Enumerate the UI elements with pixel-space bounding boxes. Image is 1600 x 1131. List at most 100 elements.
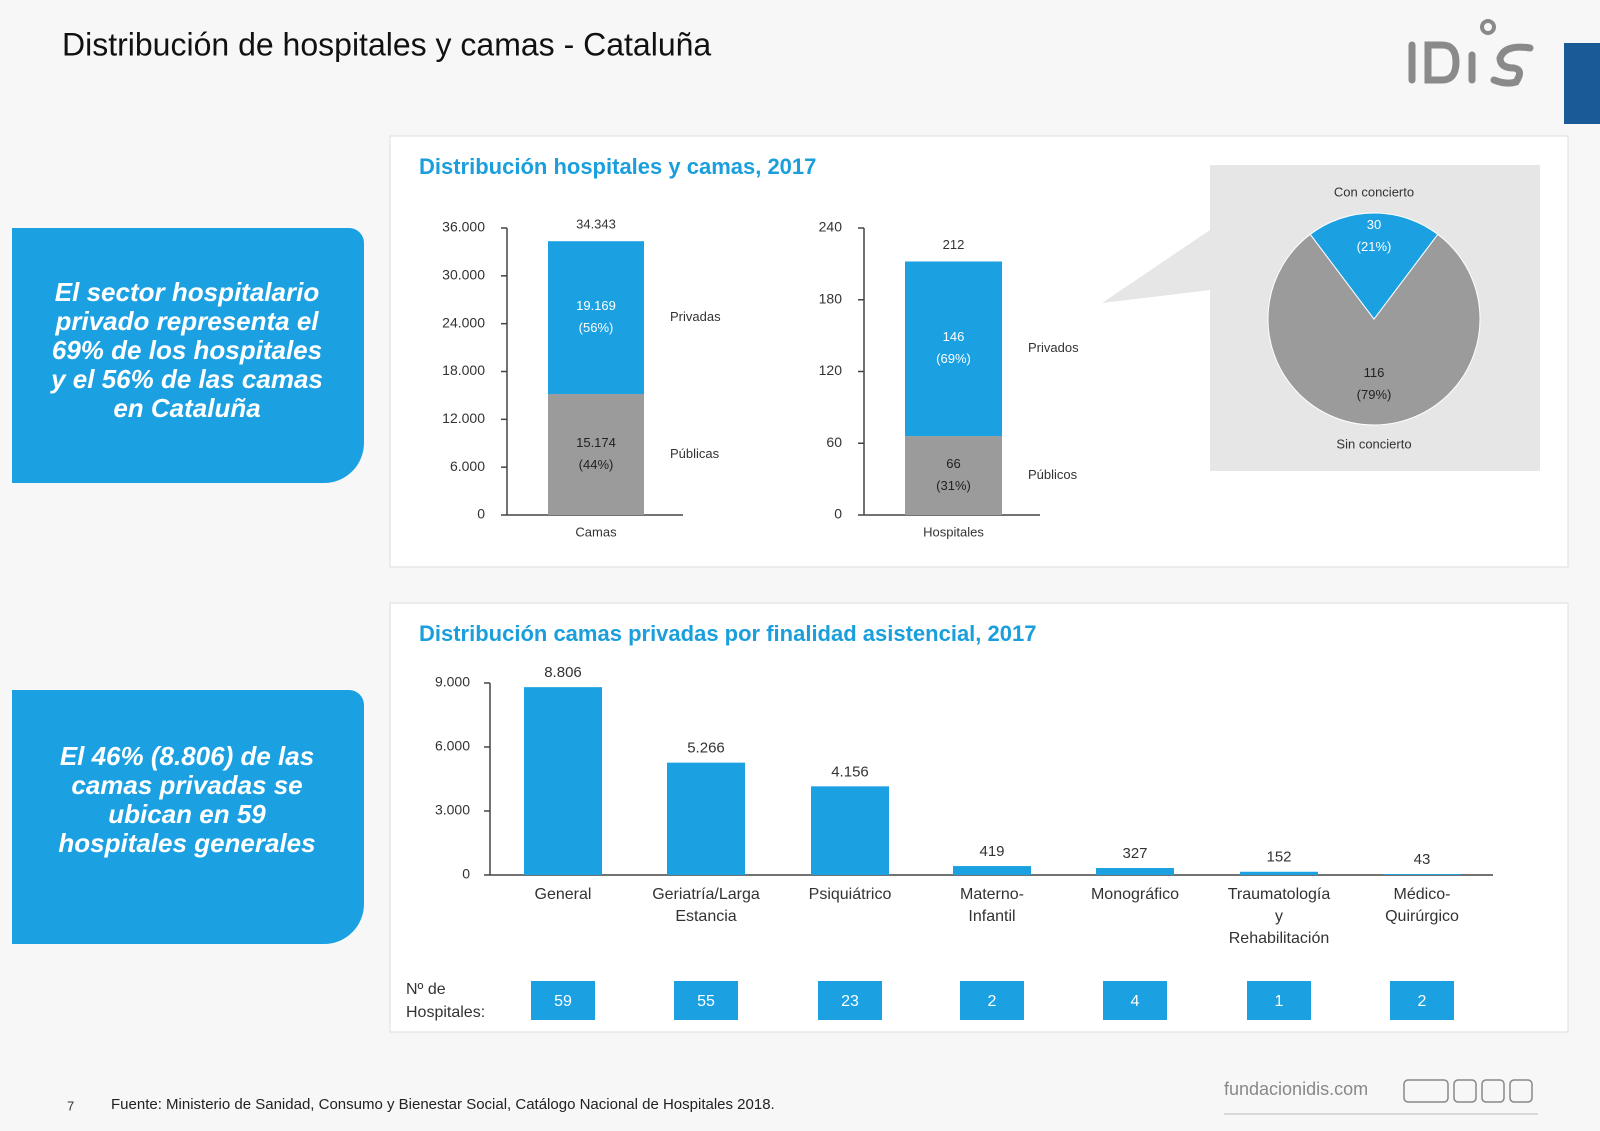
x-tick-label-line: General	[535, 886, 592, 903]
callout-text-line: El sector hospitalario	[55, 277, 320, 307]
count-box	[960, 981, 1024, 1020]
x-tick-label: Monográfico	[1091, 886, 1179, 903]
x-tick-label: Traumatología y Rehabilitación	[1228, 886, 1331, 947]
total-label: 34.343	[576, 217, 616, 232]
callout-box	[12, 690, 364, 944]
page-number: 7	[67, 1098, 74, 1113]
x-tick-label-line: Médico-	[1394, 886, 1451, 903]
bar-segment	[548, 241, 644, 395]
count-caption: Nº de Hospitales:	[406, 981, 485, 1021]
bar	[811, 786, 889, 875]
logo	[1408, 19, 1534, 87]
y-tick-label: 240	[819, 219, 843, 235]
hospital-count: 4	[1131, 993, 1140, 1010]
hospital-count: 2	[1418, 993, 1427, 1010]
bar	[953, 866, 1031, 875]
x-tick-label-line: Estancia	[675, 908, 736, 925]
hospital-count: 59	[554, 993, 572, 1010]
x-tick-label-line: y	[1275, 908, 1283, 925]
y-tick-label: 6.000	[435, 738, 470, 754]
count-box	[1247, 981, 1311, 1020]
x-tick-label-line: Rehabilitación	[1229, 930, 1330, 947]
bar-segment	[548, 394, 644, 515]
bar	[667, 762, 745, 875]
count-box	[1390, 981, 1454, 1020]
share-label: (69%)	[936, 351, 971, 366]
hospital-count: 1	[1275, 993, 1284, 1010]
category-label: Sin concierto	[1336, 436, 1411, 451]
callout-text-line: privado representa el	[55, 306, 320, 336]
value-label: 146	[943, 329, 965, 344]
bar-segment	[905, 261, 1002, 437]
chart-title: Distribución hospitales y camas, 2017	[419, 154, 816, 179]
count-box	[818, 981, 882, 1020]
x-tick-label: Camas	[575, 524, 617, 539]
social-icons	[1403, 1079, 1533, 1103]
pie-slice	[1309, 212, 1439, 320]
callout-text-line: camas privadas se	[71, 770, 302, 800]
corner-bar	[1564, 43, 1600, 124]
value-label: 30	[1367, 217, 1381, 232]
value-label: 419	[979, 843, 1004, 860]
value-label: 152	[1266, 849, 1291, 866]
source: Fuente: Ministerio de Sanidad, Consumo y…	[111, 1096, 775, 1113]
x-tick-label-line: Psiquiátrico	[809, 886, 892, 903]
series-label: Privadas	[670, 309, 721, 324]
series-label: Públicos	[1028, 467, 1078, 482]
y-tick-label: 180	[819, 290, 843, 306]
share-label: (79%)	[1357, 387, 1392, 402]
x-tick-label: Hospitales	[923, 524, 984, 539]
y-tick-label: 30.000	[442, 267, 485, 283]
series-label: Públicas	[670, 446, 720, 461]
x-tick-label: Psiquiátrico	[809, 886, 892, 903]
bar-segment	[905, 436, 1002, 515]
value-label: 8.806	[544, 664, 582, 681]
hospital-count: 55	[697, 993, 715, 1010]
bar	[524, 687, 602, 875]
site: fundacionidis.com	[1224, 1079, 1368, 1099]
pie-slice	[1267, 233, 1481, 426]
slide-title: Distribución de hospitales y camas - Cat…	[62, 26, 711, 62]
callout-text-line: 69% de los hospitales	[52, 335, 322, 365]
hospital-count: 2	[988, 993, 997, 1010]
value-label: 116	[1364, 365, 1385, 380]
x-tick-label: Médico- Quirúrgico	[1385, 886, 1459, 925]
y-tick-label: 3.000	[435, 802, 470, 818]
count-caption-line: Nº de	[406, 981, 446, 998]
y-tick-label: 12.000	[442, 410, 485, 426]
hospital-count: 23	[841, 993, 859, 1010]
callout-text: El 46% (8.806) de las camas privadas se ub…	[58, 741, 315, 858]
x-tick-label: Geriatría/Larga Estancia	[652, 886, 760, 925]
series-label: Privados	[1028, 340, 1079, 355]
count-box	[1103, 981, 1167, 1020]
callout-text-line: El 46% (8.806) de las	[60, 741, 314, 771]
y-tick-label: 60	[826, 434, 842, 450]
bar	[1096, 868, 1174, 875]
callout-text: El sector hospitalario privado representa…	[49, 277, 323, 423]
x-tick-label-line: Materno-	[960, 886, 1024, 903]
share-label: (31%)	[936, 478, 971, 493]
value-label: 5.266	[687, 740, 725, 757]
count-box	[531, 981, 595, 1020]
y-tick-label: 9.000	[435, 674, 470, 690]
y-tick-label: 24.000	[442, 314, 485, 330]
share-label: (56%)	[579, 320, 614, 335]
x-tick-label: Materno- Infantil	[960, 886, 1024, 925]
share-label: (44%)	[579, 457, 614, 472]
share-label: (21%)	[1357, 239, 1392, 254]
callout-text-line: y el 56% de las camas	[49, 364, 323, 394]
callout-text-line: hospitales generales	[58, 828, 315, 858]
x-tick-label-line: Traumatología	[1228, 886, 1331, 903]
bar	[1240, 871, 1318, 875]
value-label: 4.156	[831, 763, 869, 780]
value-label: 15.174	[576, 435, 616, 450]
count-box	[674, 981, 738, 1020]
y-tick-label: 6.000	[450, 458, 485, 474]
category-label: Con concierto	[1334, 184, 1414, 199]
y-tick-label: 0	[477, 506, 485, 522]
callout-text-line: en Cataluña	[113, 393, 260, 423]
chart-title: Distribución camas privadas por finalida…	[419, 621, 1036, 646]
x-tick-label-line: Infantil	[968, 908, 1015, 925]
y-tick-label: 36.000	[442, 219, 485, 235]
